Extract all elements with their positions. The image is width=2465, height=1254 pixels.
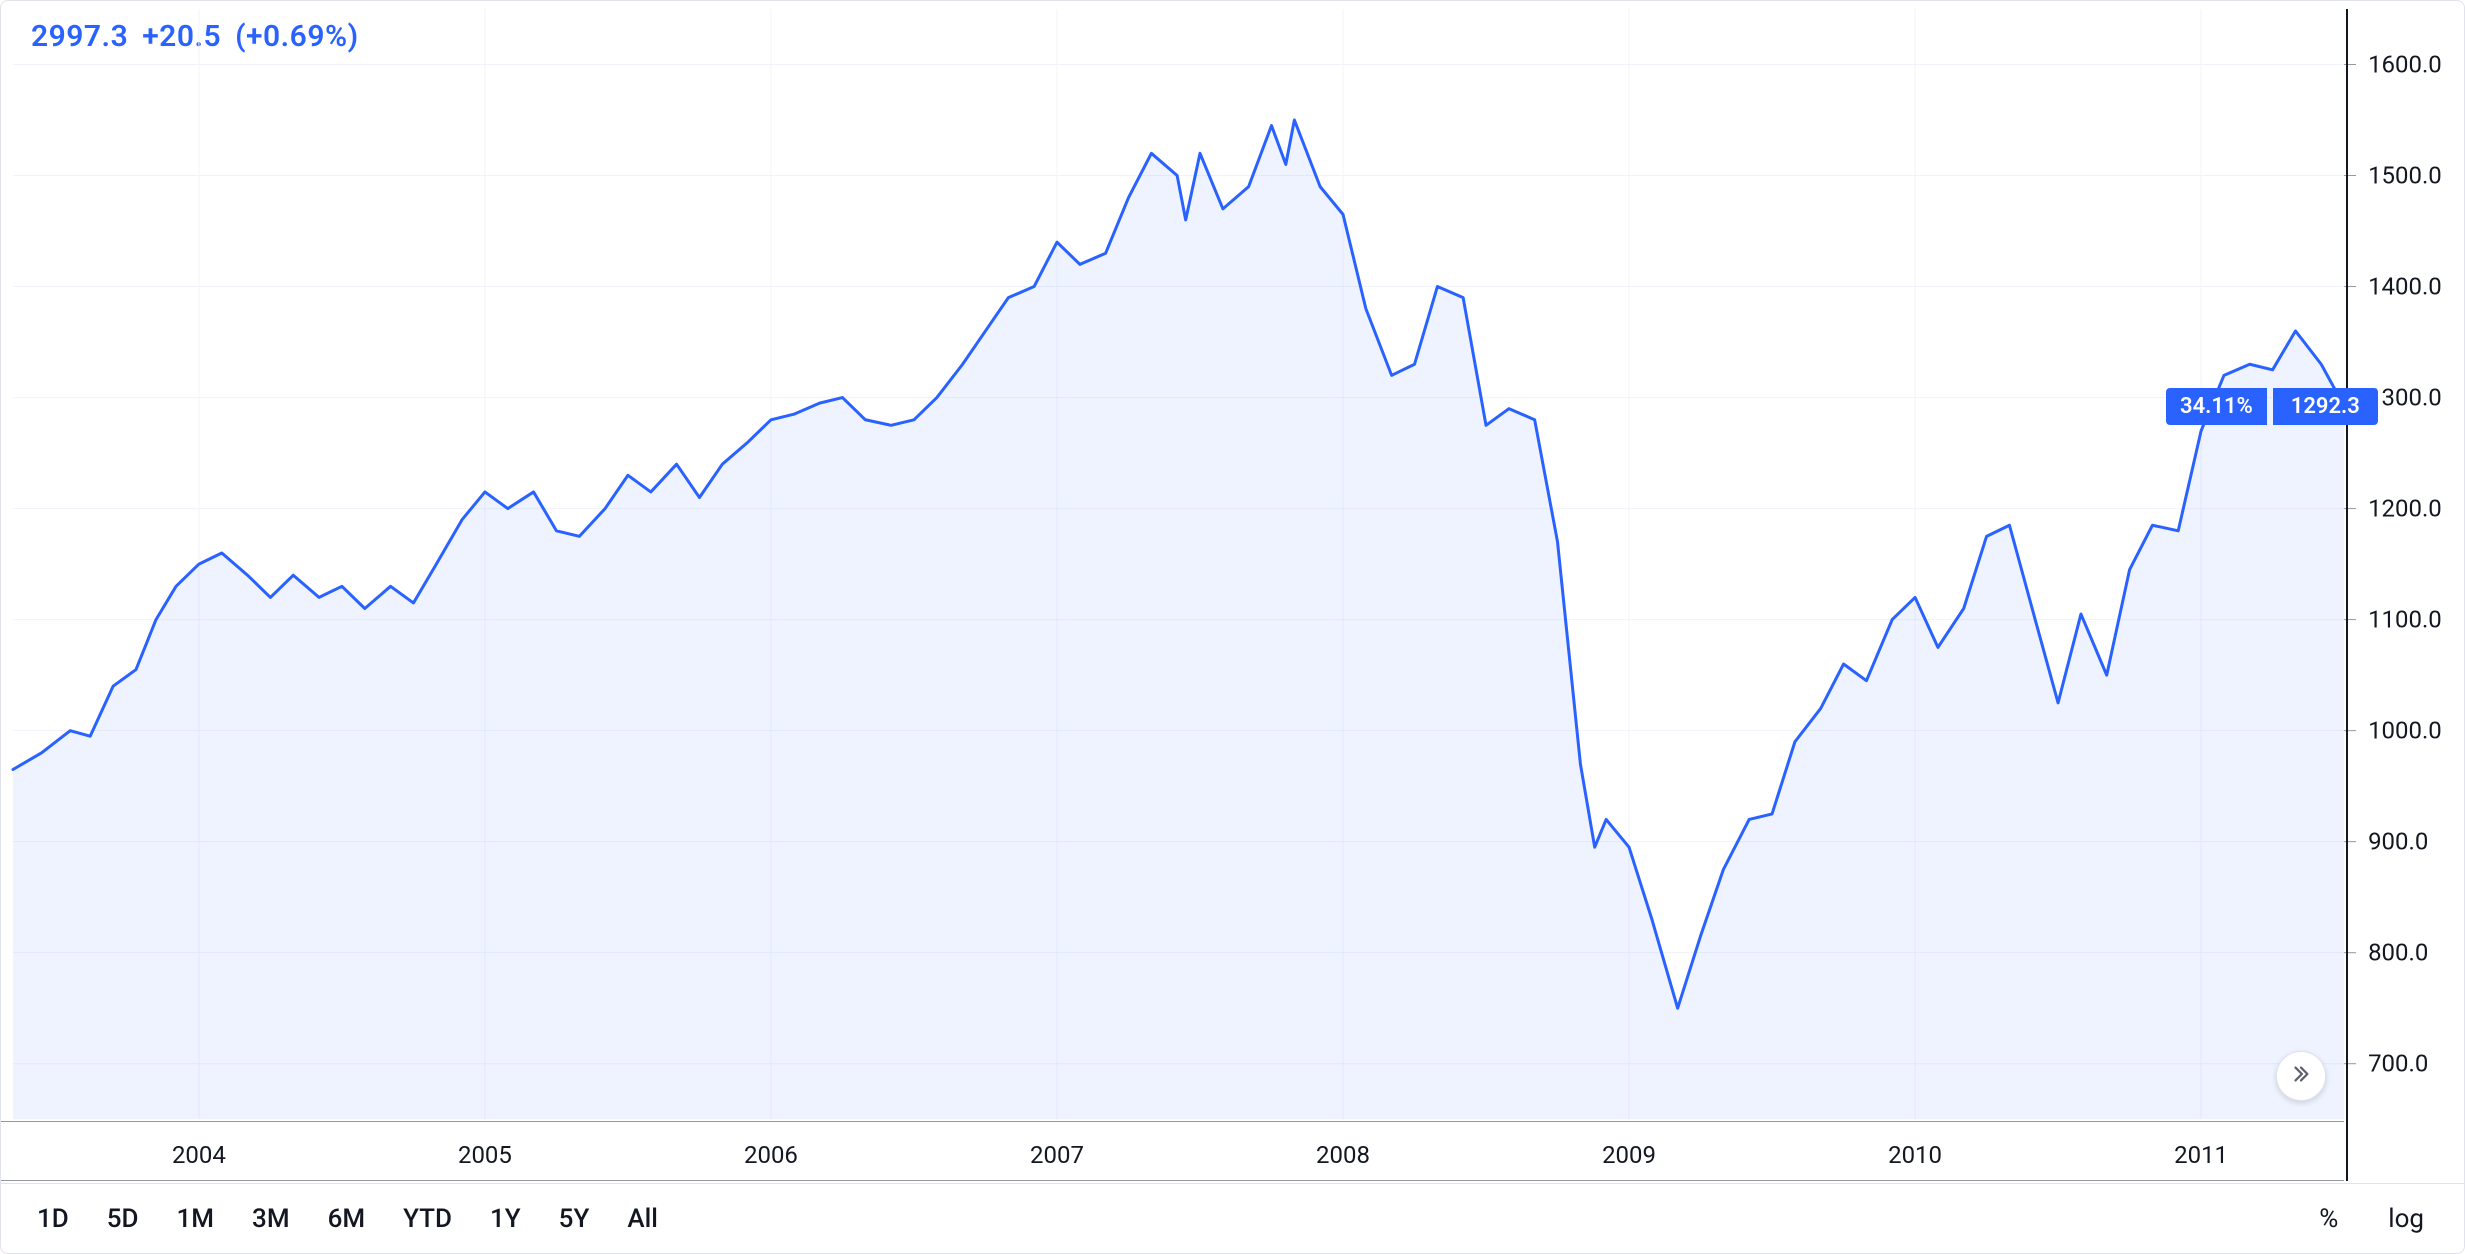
x-axis-bar bbox=[1, 1121, 2344, 1181]
svg-text:1300.0: 1300.0 bbox=[2368, 384, 2442, 412]
bottom-toolbar: 1D5D1M3M6MYTD1Y5YAll % log bbox=[1, 1183, 2464, 1253]
svg-text:700.0: 700.0 bbox=[2368, 1050, 2428, 1078]
price-chart[interactable]: 700.0800.0900.01000.01100.01200.01300.01… bbox=[1, 1, 2464, 1253]
svg-text:1400.0: 1400.0 bbox=[2368, 273, 2442, 301]
svg-text:1100.0: 1100.0 bbox=[2368, 606, 2442, 634]
scale-toggle-group: % log bbox=[2309, 1198, 2434, 1240]
last-price-badge: 34.11% 1292.3 bbox=[2166, 387, 2378, 427]
last-price-value: 1292.3 bbox=[2273, 388, 2378, 425]
svg-text:1200.0: 1200.0 bbox=[2368, 495, 2442, 523]
svg-text:800.0: 800.0 bbox=[2368, 939, 2428, 967]
range-button-1d[interactable]: 1D bbox=[23, 1196, 83, 1242]
svg-text:1500.0: 1500.0 bbox=[2368, 162, 2442, 190]
svg-text:900.0: 900.0 bbox=[2368, 828, 2428, 856]
chevron-double-right-icon bbox=[2290, 1063, 2312, 1089]
svg-text:1600.0: 1600.0 bbox=[2368, 50, 2442, 78]
scale-percent-button[interactable]: % bbox=[2309, 1198, 2348, 1240]
scale-log-button[interactable]: log bbox=[2378, 1198, 2434, 1240]
time-range-group: 1D5D1M3M6MYTD1Y5YAll bbox=[23, 1196, 672, 1242]
goto-recent-button[interactable] bbox=[2276, 1051, 2326, 1101]
range-button-3m[interactable]: 3M bbox=[238, 1196, 304, 1242]
range-button-5d[interactable]: 5D bbox=[93, 1196, 153, 1242]
range-button-5y[interactable]: 5Y bbox=[545, 1196, 604, 1242]
range-button-all[interactable]: All bbox=[613, 1196, 672, 1242]
plot-y-axis-divider bbox=[2346, 9, 2348, 1181]
range-button-1y[interactable]: 1Y bbox=[476, 1196, 535, 1242]
chart-container: 2997.3 +20.5 (+0.69%) 700.0800.0900.0100… bbox=[0, 0, 2465, 1254]
range-button-6m[interactable]: 6M bbox=[314, 1196, 380, 1242]
range-button-ytd[interactable]: YTD bbox=[389, 1196, 466, 1242]
range-button-1m[interactable]: 1M bbox=[163, 1196, 229, 1242]
svg-text:1000.0: 1000.0 bbox=[2368, 717, 2442, 745]
last-price-pct: 34.11% bbox=[2166, 388, 2267, 425]
